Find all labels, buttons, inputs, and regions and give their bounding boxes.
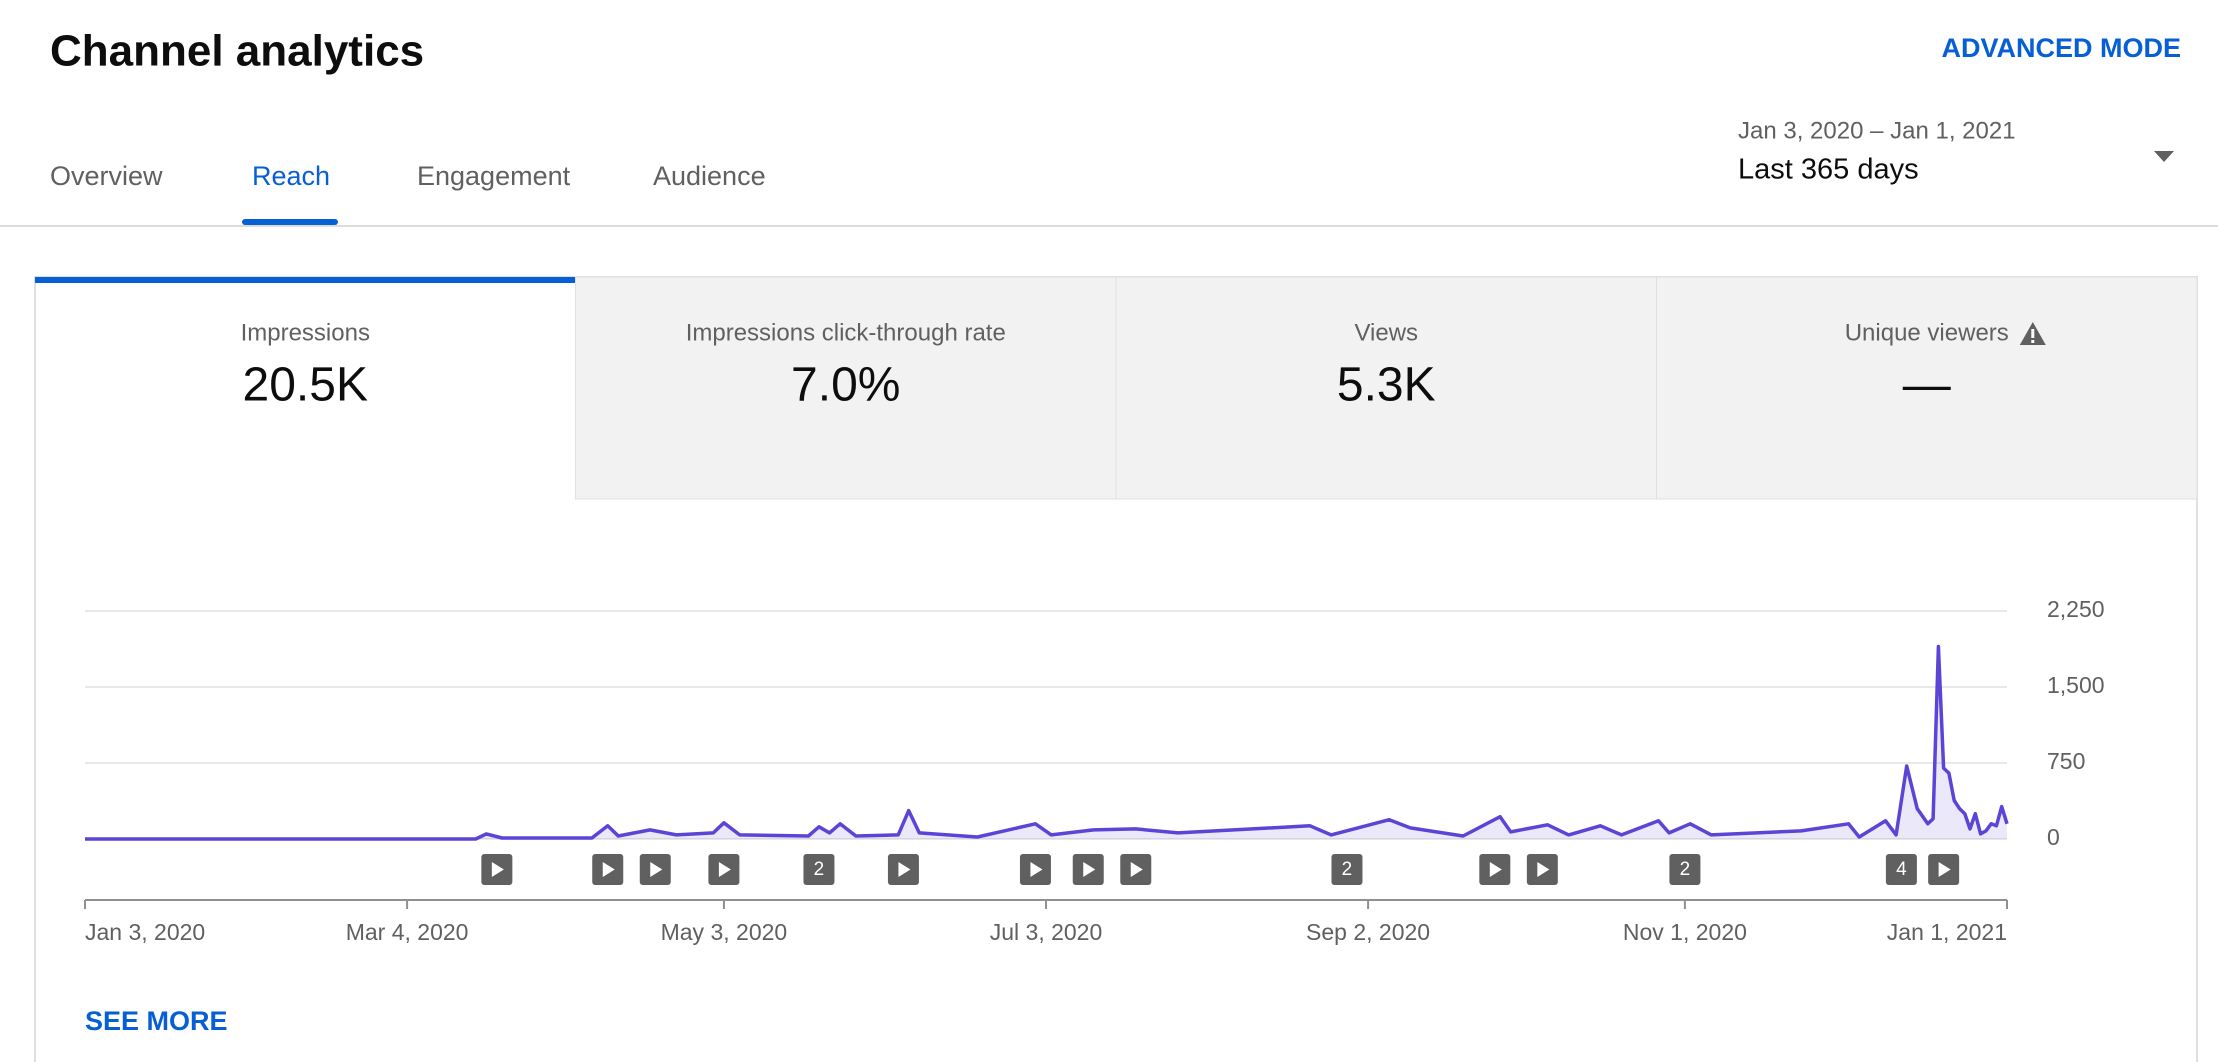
video-marker[interactable] [1885,854,1917,885]
date-range-label[interactable]: Last 365 days [1738,154,1919,186]
metric-value: 20.5K [243,359,368,412]
y-tick-label: 1,500 [2047,672,2105,698]
play-icon [718,862,731,877]
date-range: Jan 3, 2020 – Jan 1, 2021 [1738,117,2016,144]
metric-card[interactable] [1115,276,1657,500]
y-tick-label: 750 [2047,748,2085,774]
play-icon [1537,862,1550,877]
video-count: 2 [1680,859,1691,880]
metric-value: 5.3K [1337,359,1436,412]
x-tick-label: May 3, 2020 [661,919,788,945]
dropdown-arrow[interactable] [2154,151,2174,162]
metric-value: 7.0% [791,359,900,412]
video-marker[interactable] [1669,854,1701,885]
video-count: 2 [814,859,825,880]
y-tick-label: 0 [2047,824,2060,850]
tab[interactable]: Audience [653,161,766,191]
see-more-link[interactable]: SEE MORE [85,1006,228,1036]
play-icon [1489,862,1502,877]
metric-label: Impressions click-through rate [686,319,1006,346]
x-tick-label: Nov 1, 2020 [1623,919,1747,945]
warning-mark [2031,329,2035,338]
play-icon [491,862,504,877]
play-icon [1938,862,1951,877]
video-marker[interactable] [803,854,835,885]
play-icon [650,862,663,877]
metric-card[interactable] [575,276,1117,500]
metric-cards: Impressions 20.5K Impressions click-throug… [35,276,2198,500]
page-title: Channel analytics [50,27,424,76]
x-tick-label: Jan 3, 2020 [85,919,205,945]
metric-card[interactable] [1656,276,2198,500]
advanced-mode-link[interactable]: ADVANCED MODE [1941,33,2181,63]
tab[interactable]: Reach [252,161,330,191]
warning-dot [2031,340,2035,343]
tabs: Overview Reach Engagement Audience [50,161,766,191]
metric-label: Impressions [241,319,370,346]
play-icon [898,862,911,877]
metric-value: — [1903,359,1951,412]
play-icon [1083,862,1096,877]
video-marker[interactable] [1331,854,1363,885]
x-tick-label: Mar 4, 2020 [346,919,469,945]
y-tick-label: 2,250 [2047,596,2105,622]
metric-card-selected-bar [35,277,576,283]
video-count: 2 [1342,859,1353,880]
tab-indicator [242,219,338,225]
chart: 0 750 1,500 2,250 Jan 3, 2020 Mar 4, 2020 May … [84,596,2105,945]
metric-label: Unique viewers [1845,319,2009,346]
x-tick-label: Jan 1, 2021 [1887,919,2007,945]
x-tick-label: Jul 3, 2020 [990,919,1103,945]
line [85,644,2009,841]
play-icon [1030,862,1043,877]
play-icon [602,862,615,877]
tab[interactable]: Overview [50,161,163,191]
video-count: 4 [1896,859,1907,880]
metric-label: Views [1354,319,1418,346]
x-tick-label: Sep 2, 2020 [1306,919,1430,945]
tab[interactable]: Engagement [417,161,571,191]
play-icon [1130,862,1143,877]
